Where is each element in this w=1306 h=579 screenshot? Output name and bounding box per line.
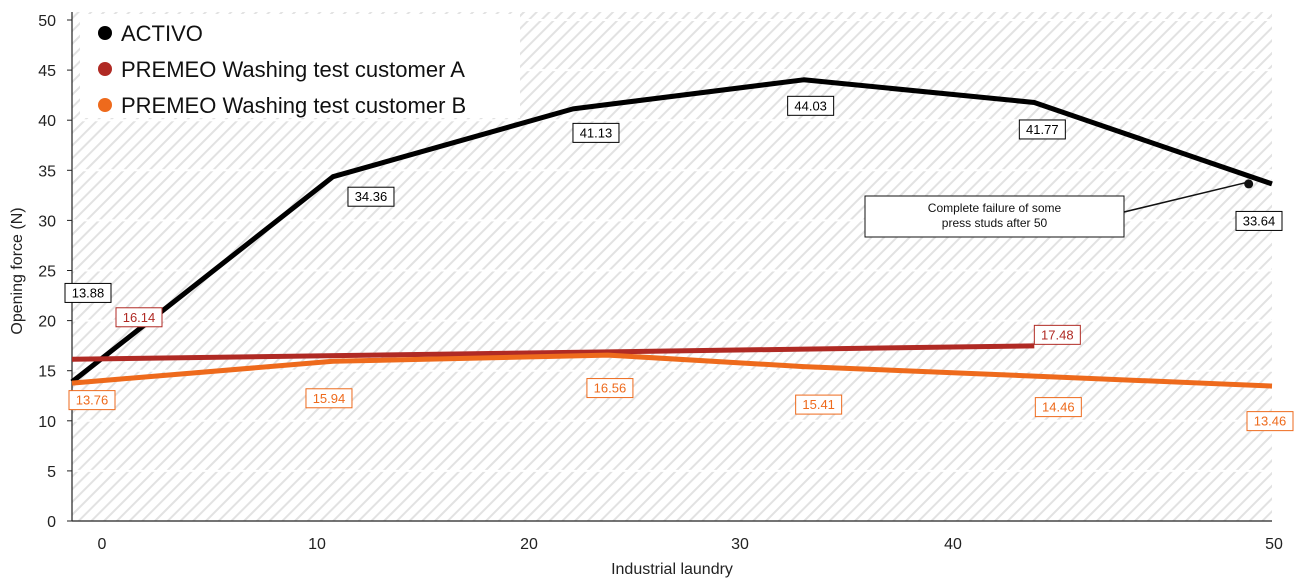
data-label-text: 17.48 bbox=[1041, 327, 1074, 342]
y-tick-label: 25 bbox=[38, 264, 56, 281]
data-label: 15.94 bbox=[305, 388, 353, 409]
data-label-text: 33.64 bbox=[1243, 213, 1276, 228]
data-label-box bbox=[572, 122, 620, 143]
series-lines bbox=[70, 77, 1273, 389]
legend: ACTIVO PREMEO Washing test customer A PREM… bbox=[80, 14, 520, 118]
data-label: 14.46 bbox=[1034, 397, 1082, 418]
y-tick-label: 20 bbox=[38, 314, 56, 331]
y-tick-label: 5 bbox=[47, 464, 56, 481]
legend-marker bbox=[98, 26, 112, 40]
legend-label: ACTIVO bbox=[121, 21, 203, 46]
annotation-text: press studs after 50 bbox=[942, 216, 1048, 230]
data-label-box bbox=[1033, 324, 1081, 345]
data-label-text: 34.36 bbox=[355, 189, 388, 204]
data-label-box bbox=[1235, 210, 1283, 231]
legend-marker bbox=[98, 98, 112, 112]
y-tick-label: 35 bbox=[38, 163, 56, 180]
legend-background bbox=[80, 14, 520, 118]
data-label-box bbox=[347, 186, 395, 207]
data-label-text: 13.76 bbox=[76, 393, 109, 408]
y-tick-label: 50 bbox=[38, 13, 56, 30]
data-label: 13.76 bbox=[68, 390, 116, 411]
data-label-box bbox=[68, 390, 116, 411]
series-line-2 bbox=[71, 343, 1035, 362]
y-tick-label: 15 bbox=[38, 364, 56, 381]
series-line-1 bbox=[70, 77, 1273, 384]
data-label-box bbox=[1034, 397, 1082, 418]
data-label: 13.46 bbox=[1246, 411, 1294, 432]
data-label: 34.36 bbox=[347, 186, 395, 207]
data-label: 41.13 bbox=[572, 122, 620, 143]
y-tick-label: 30 bbox=[38, 213, 56, 230]
data-label: 16.14 bbox=[115, 307, 163, 328]
data-label: 17.48 bbox=[1033, 324, 1081, 345]
data-label-text: 15.41 bbox=[802, 397, 835, 412]
x-tick-label: 10 bbox=[308, 536, 326, 553]
data-label-box bbox=[1246, 411, 1294, 432]
data-label-box bbox=[1018, 119, 1066, 140]
x-tick-label: 0 bbox=[98, 536, 107, 553]
annotation-connector bbox=[1123, 181, 1249, 213]
legend-label: PREMEO Washing test customer B bbox=[121, 93, 466, 118]
data-labels: 13.88 34.36 41.13 44.03 41.77 33.64 16.14 17.48… bbox=[64, 95, 1294, 432]
annotation-text: Complete failure of some bbox=[928, 201, 1062, 215]
x-tick-label: 50 bbox=[1265, 536, 1283, 553]
data-label-box bbox=[787, 95, 835, 116]
data-label: 41.77 bbox=[1018, 119, 1066, 140]
x-tick-label: 20 bbox=[520, 536, 538, 553]
y-tick-label: 45 bbox=[38, 63, 56, 80]
legend-label: PREMEO Washing test customer A bbox=[121, 57, 465, 82]
data-label-text: 44.03 bbox=[794, 98, 827, 113]
x-tick-label: 40 bbox=[944, 536, 962, 553]
annotation-box bbox=[864, 195, 1125, 238]
y-tick-label: 10 bbox=[38, 414, 56, 431]
data-label-text: 41.77 bbox=[1026, 122, 1059, 137]
y-axis-title: Opening force (N) bbox=[9, 207, 26, 334]
data-label: 13.88 bbox=[64, 282, 112, 303]
data-label-text: 16.14 bbox=[123, 310, 156, 325]
axes: 0 5 10 15 20 25 30 35 40 45 50 0 10 20 30 40 50 Industria… bbox=[9, 12, 1283, 578]
data-label: 44.03 bbox=[787, 95, 835, 116]
annotation-marker bbox=[1244, 179, 1254, 189]
data-label-text: 41.13 bbox=[580, 125, 613, 140]
data-label: 33.64 bbox=[1235, 210, 1283, 231]
data-label-box bbox=[586, 378, 634, 399]
x-axis-title: Industrial laundry bbox=[611, 561, 733, 578]
y-tick-label: 0 bbox=[47, 514, 56, 531]
data-label-text: 14.46 bbox=[1042, 400, 1075, 415]
data-label: 15.41 bbox=[795, 394, 843, 415]
data-label-text: 13.46 bbox=[1254, 414, 1287, 429]
y-tick-label: 40 bbox=[38, 113, 56, 130]
x-tick-label: 30 bbox=[731, 536, 749, 553]
legend-marker bbox=[98, 62, 112, 76]
series-line-3 bbox=[71, 352, 1273, 389]
data-label: 16.56 bbox=[586, 378, 634, 399]
data-label-box bbox=[64, 282, 112, 303]
data-label-box bbox=[795, 394, 843, 415]
data-label-text: 13.88 bbox=[72, 285, 105, 300]
data-label-box bbox=[115, 307, 163, 328]
data-label-box bbox=[305, 388, 353, 409]
data-label-text: 16.56 bbox=[594, 381, 627, 396]
data-label-text: 15.94 bbox=[313, 391, 346, 406]
